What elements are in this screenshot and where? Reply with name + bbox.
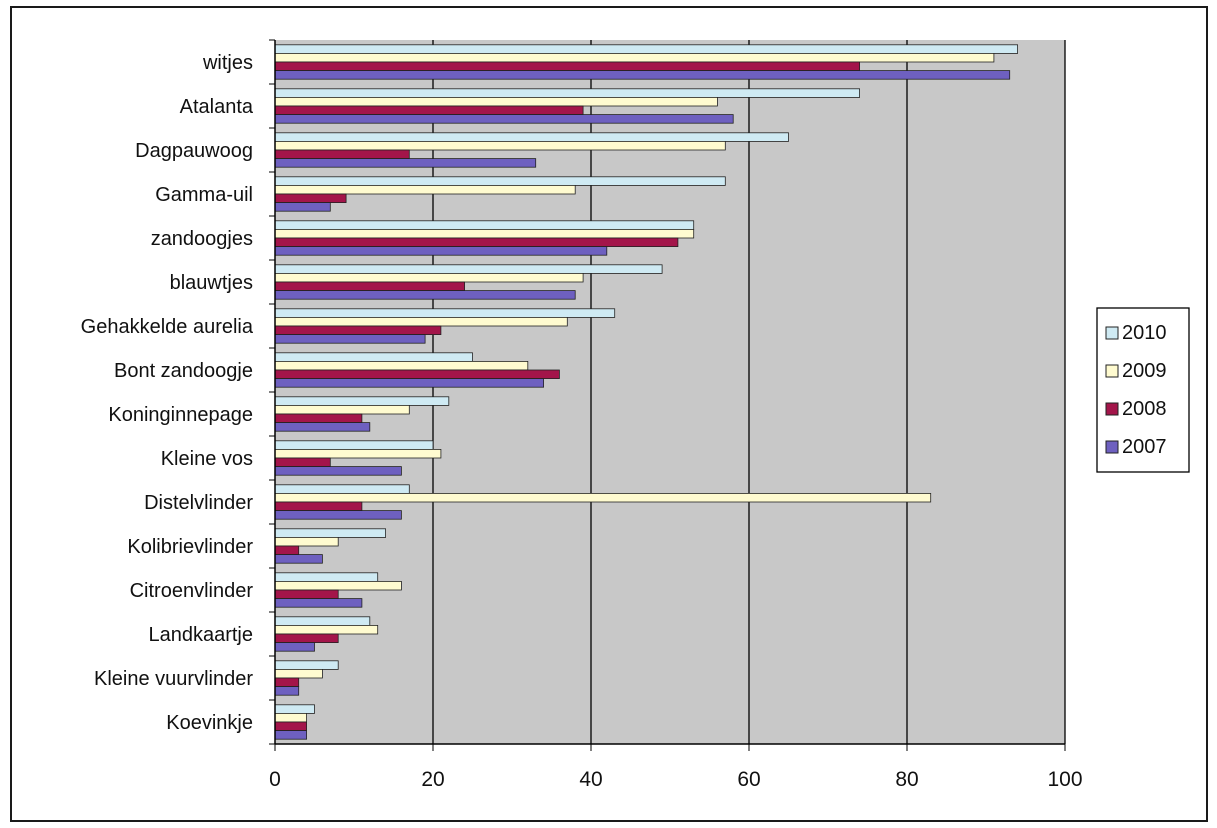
bar-2007-6 xyxy=(274,334,426,344)
legend-swatch-2007 xyxy=(1105,440,1119,454)
bar-2008-12 xyxy=(274,589,339,600)
chart-frame: witjes Atalanta Dagpauwoog Gamma-uil zandoog… xyxy=(10,6,1208,822)
x-tick-label-20: 20 xyxy=(421,768,444,791)
bar-2008-13 xyxy=(274,633,339,644)
bar-2009-10 xyxy=(274,492,932,503)
bar-2010-14 xyxy=(274,660,339,670)
bar-2007-5 xyxy=(274,290,576,300)
bar-2010-10 xyxy=(274,484,410,494)
bar-2008-11 xyxy=(274,545,300,556)
category-label: Gehakkelde aurelia xyxy=(81,316,254,338)
bar-2010-2 xyxy=(274,132,789,142)
category-label: Distelvlinder xyxy=(144,492,253,514)
bar-2008-7 xyxy=(274,369,560,380)
category-label: Kleine vos xyxy=(161,448,253,470)
bar-2007-1 xyxy=(274,114,734,124)
category-label: Citroenvlinder xyxy=(130,580,254,602)
bar-2008-9 xyxy=(274,457,331,468)
category-label: witjes xyxy=(202,52,253,74)
bar-2008-6 xyxy=(274,325,442,336)
bar-2009-9 xyxy=(274,448,442,459)
category-label: Koninginnepage xyxy=(108,404,253,426)
category-label: Kleine vuurvlinder xyxy=(94,668,253,690)
bar-2010-15 xyxy=(274,704,315,714)
legend-label-2010: 2010 xyxy=(1122,322,1167,344)
bar-2010-5 xyxy=(274,264,663,274)
x-tick-label-0: 0 xyxy=(269,768,281,791)
legend-label-2007: 2007 xyxy=(1122,436,1167,458)
bar-2007-9 xyxy=(274,466,402,476)
bar-2009-3 xyxy=(274,184,576,195)
bar-2007-15 xyxy=(274,730,308,740)
bar-2010-3 xyxy=(274,176,726,186)
bar-2008-10 xyxy=(274,501,363,512)
legend-label-2008: 2008 xyxy=(1122,398,1167,420)
category-label: Atalanta xyxy=(180,96,254,118)
bar-2009-4 xyxy=(274,228,695,239)
bar-2010-1 xyxy=(274,88,860,98)
bar-2010-12 xyxy=(274,572,379,582)
bar-2008-5 xyxy=(274,281,466,292)
bar-2009-6 xyxy=(274,316,568,327)
bar-2008-8 xyxy=(274,413,363,424)
bar-2007-2 xyxy=(274,158,537,168)
bar-2008-2 xyxy=(274,149,410,160)
bar-2007-7 xyxy=(274,378,545,388)
bar-2007-0 xyxy=(274,70,1011,80)
bar-2010-0 xyxy=(274,44,1018,54)
bar-2010-11 xyxy=(274,528,386,538)
category-label: Bont zandoogje xyxy=(114,360,253,382)
bar-2009-11 xyxy=(274,537,339,547)
bar-2007-12 xyxy=(274,598,363,608)
bar-2008-15 xyxy=(274,721,308,732)
bar-2008-1 xyxy=(274,105,584,116)
x-tick-label-80: 80 xyxy=(895,768,918,791)
legend-swatch-2009 xyxy=(1105,364,1119,378)
bar-2010-9 xyxy=(274,440,434,450)
category-label: Gamma-uil xyxy=(155,184,253,206)
bar-2009-13 xyxy=(274,625,379,635)
bar-2009-2 xyxy=(274,140,726,151)
bar-2007-13 xyxy=(274,642,315,652)
bar-2009-14 xyxy=(274,669,323,679)
bar-2008-4 xyxy=(274,237,679,248)
bar-2007-4 xyxy=(274,246,608,256)
bar-2010-8 xyxy=(274,396,450,406)
bar-2007-3 xyxy=(274,202,331,212)
legend-label-2009: 2009 xyxy=(1122,360,1167,382)
category-label: Kolibrievlinder xyxy=(127,536,253,558)
bar-2010-6 xyxy=(274,308,616,318)
bar-2009-12 xyxy=(274,581,402,591)
bar-2007-10 xyxy=(274,510,402,520)
category-label: Landkaartje xyxy=(148,624,253,646)
legend-swatch-2010 xyxy=(1105,326,1119,340)
x-tick-label-60: 60 xyxy=(737,768,760,791)
bar-2008-0 xyxy=(274,61,860,72)
bar-2009-5 xyxy=(274,272,584,283)
bar-2009-15 xyxy=(274,713,308,723)
x-tick-label-40: 40 xyxy=(579,768,602,791)
bar-chart: witjes Atalanta Dagpauwoog Gamma-uil zandoog… xyxy=(81,39,1190,791)
bar-2009-8 xyxy=(274,404,410,415)
category-label: Dagpauwoog xyxy=(135,140,253,162)
bar-2007-8 xyxy=(274,422,371,432)
bar-2009-0 xyxy=(274,53,995,63)
bar-2009-1 xyxy=(274,97,718,107)
bar-2009-7 xyxy=(274,360,529,371)
x-tick-label-100: 100 xyxy=(1047,768,1082,791)
category-label: blauwtjes xyxy=(170,272,253,294)
bar-2008-3 xyxy=(274,193,347,204)
legend-swatch-2008 xyxy=(1105,402,1119,416)
category-label: zandoogjes xyxy=(151,228,253,250)
bar-2010-13 xyxy=(274,616,371,626)
bar-2008-14 xyxy=(274,677,300,688)
bar-2010-4 xyxy=(274,220,695,230)
bar-2007-14 xyxy=(274,686,300,696)
category-label: Koevinkje xyxy=(166,712,253,734)
bar-2010-7 xyxy=(274,352,473,362)
bar-2007-11 xyxy=(274,554,323,564)
